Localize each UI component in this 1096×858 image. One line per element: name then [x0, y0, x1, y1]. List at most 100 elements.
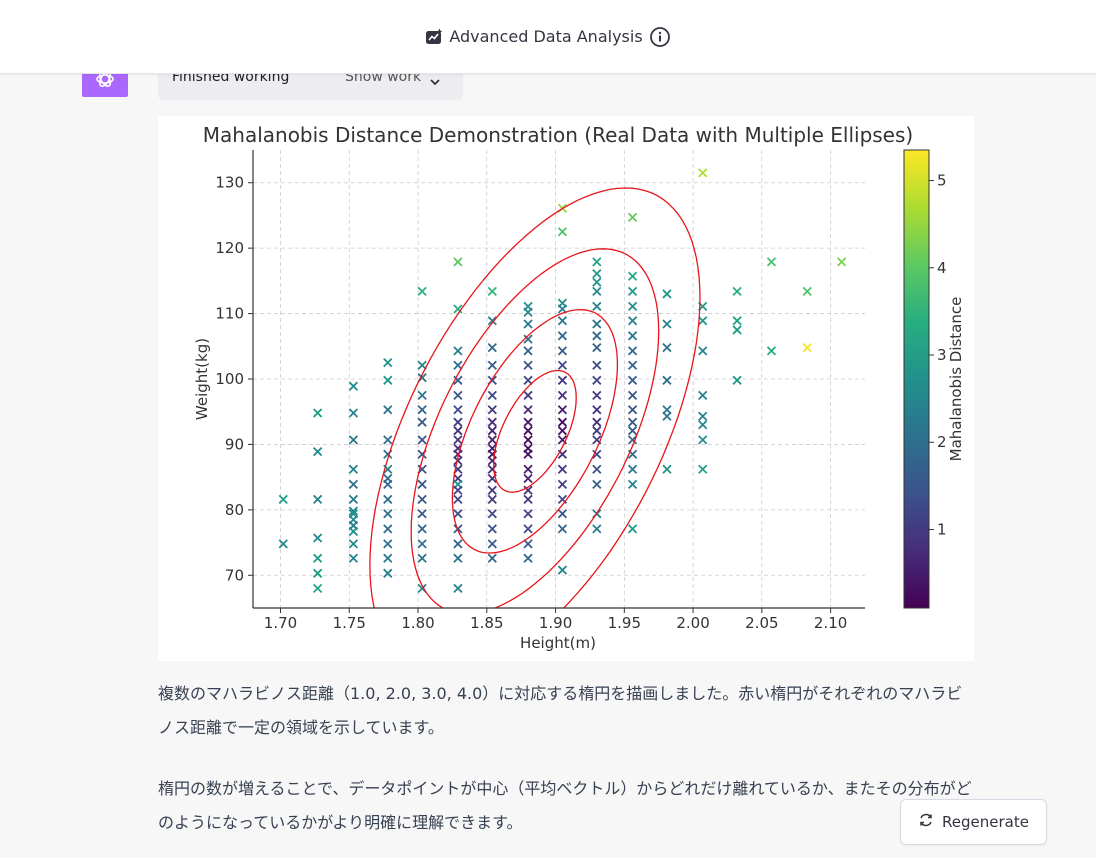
- data-point: [487, 485, 497, 495]
- data-point: [453, 456, 463, 466]
- data-point: [453, 426, 463, 436]
- colorbar-label: Mahalanobis Distance: [947, 297, 965, 462]
- data-point: [487, 426, 497, 436]
- data-point: [453, 435, 463, 445]
- data-point: [592, 479, 602, 489]
- data-point: [453, 583, 463, 594]
- regenerate-label: Regenerate: [942, 813, 1029, 831]
- data-point: [313, 568, 323, 578]
- data-point: [348, 408, 359, 418]
- data-point: [523, 473, 533, 484]
- data-point: [523, 539, 533, 549]
- data-point: [523, 426, 533, 436]
- data-point: [523, 334, 533, 344]
- data-point: [487, 435, 497, 445]
- data-point: [698, 390, 708, 400]
- data-point: [523, 307, 533, 317]
- y-tick-label: 120: [215, 239, 244, 257]
- x-tick-label: 2.00: [676, 614, 709, 632]
- data-point: [487, 405, 497, 415]
- data-point: [627, 375, 638, 385]
- data-point: [383, 539, 393, 549]
- data-point: [453, 494, 463, 505]
- data-point: [592, 319, 602, 329]
- mahalanobis-ellipse: [451, 308, 619, 554]
- data-point: [592, 417, 602, 427]
- y-tick-label: 90: [225, 435, 244, 453]
- data-point: [487, 553, 497, 563]
- data-point: [348, 494, 359, 505]
- data-point: [592, 390, 602, 400]
- data-point: [383, 509, 393, 519]
- info-icon[interactable]: [649, 26, 671, 48]
- x-axis-label: Height(m): [520, 634, 596, 652]
- data-point: [557, 524, 568, 534]
- data-point: [698, 411, 708, 421]
- data-point: [627, 435, 638, 445]
- data-point: [627, 464, 638, 474]
- y-tick-label: 100: [215, 370, 244, 388]
- data-point: [627, 524, 638, 534]
- data-point: [417, 539, 427, 549]
- x-tick-label: 1.80: [401, 614, 434, 632]
- chart-title: Mahalanobis Distance Demonstration (Real…: [203, 123, 913, 147]
- data-point: [592, 342, 602, 353]
- data-point: [453, 485, 463, 495]
- data-point: [592, 426, 602, 436]
- data-point: [627, 360, 638, 370]
- data-point: [627, 316, 638, 326]
- data-point: [523, 553, 533, 563]
- data-point: [348, 526, 359, 537]
- data-point: [592, 269, 602, 279]
- chevron-down-icon[interactable]: [429, 73, 441, 92]
- data-point: [557, 565, 568, 575]
- regenerate-button[interactable]: Regenerate: [900, 799, 1047, 845]
- y-tick-label: 110: [215, 305, 244, 323]
- data-point: [383, 358, 393, 368]
- data-point: [627, 286, 638, 296]
- data-point: [698, 168, 708, 178]
- data-point: [417, 509, 427, 519]
- colorbar-tick-label: 2: [937, 433, 947, 451]
- data-point: [313, 583, 323, 594]
- data-point: [802, 342, 812, 353]
- data-point: [487, 342, 497, 353]
- refresh-icon: [918, 812, 934, 832]
- data-point: [557, 375, 568, 385]
- data-point: [348, 479, 359, 489]
- data-point: [487, 456, 497, 466]
- data-point: [523, 509, 533, 519]
- data-point: [766, 346, 777, 356]
- model-title[interactable]: Advanced Data Analysis: [449, 27, 643, 46]
- data-point: [592, 449, 602, 459]
- mahalanobis-ellipse: [493, 369, 577, 493]
- data-point: [592, 277, 602, 287]
- data-point: [523, 405, 533, 415]
- data-point: [662, 464, 672, 474]
- x-tick-label: 2.05: [745, 614, 778, 632]
- data-point: [453, 346, 463, 356]
- data-point: [453, 390, 463, 400]
- data-point: [417, 494, 427, 505]
- data-point: [836, 257, 847, 267]
- data-point: [523, 464, 533, 474]
- data-point: [523, 346, 533, 356]
- data-point: [417, 390, 427, 400]
- x-tick-label: 1.70: [264, 614, 297, 632]
- data-point: [698, 316, 708, 326]
- data-point: [557, 390, 568, 400]
- data-point: [348, 506, 359, 516]
- data-point: [627, 346, 638, 356]
- data-point: [453, 553, 463, 563]
- colorbar: [903, 149, 930, 609]
- data-point: [348, 553, 359, 563]
- data-point: [313, 533, 323, 543]
- mahalanobis-ellipse: [410, 248, 660, 608]
- data-point: [487, 464, 497, 474]
- data-point: [487, 417, 497, 427]
- data-point: [278, 494, 288, 505]
- data-point: [383, 479, 393, 489]
- data-point: [592, 331, 602, 341]
- data-point: [627, 331, 638, 341]
- data-point: [523, 360, 533, 370]
